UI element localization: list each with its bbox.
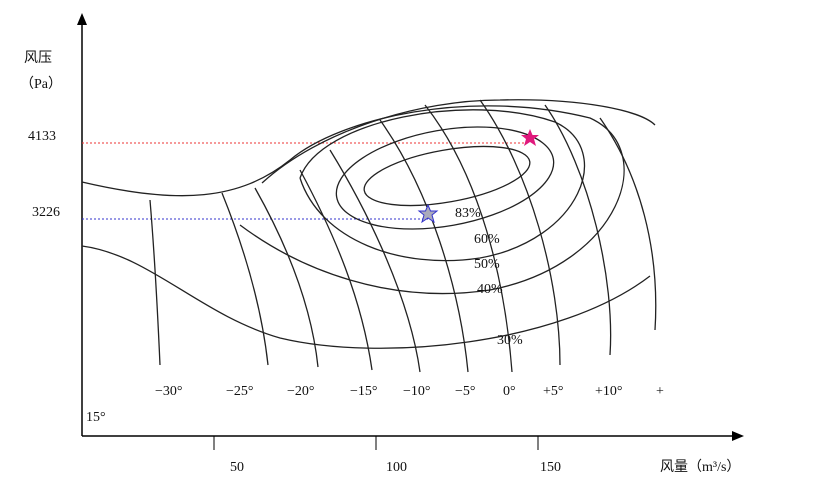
x-tick-label: 50 — [230, 460, 244, 475]
y-arrow — [77, 13, 87, 25]
angle-label: +5° — [543, 384, 564, 399]
angle-label: −15° — [350, 384, 378, 399]
blade-curves — [149, 99, 657, 373]
x-tick-label: 100 — [386, 460, 407, 475]
operating-point — [521, 129, 539, 146]
angle-label: +10° — [595, 384, 623, 399]
operating-point — [417, 203, 439, 224]
y-unit: （Pa） — [20, 76, 62, 92]
x-arrow — [732, 431, 744, 441]
x-title: 风量（m³/s） — [660, 459, 740, 475]
angle-label: 15° — [86, 410, 106, 425]
efficiency-label: 40% — [477, 282, 503, 297]
efficiency-label: 60% — [474, 232, 500, 247]
x-tick-label: 150 — [540, 460, 561, 475]
angle-label: −20° — [287, 384, 315, 399]
efficiency-contours — [81, 99, 656, 349]
angle-label: + — [656, 384, 664, 399]
angle-label: −30° — [155, 384, 183, 399]
y-tick-label: 4133 — [28, 129, 56, 144]
angle-label: −25° — [226, 384, 254, 399]
angle-label: −10° — [403, 384, 431, 399]
y-tick-label: 3226 — [32, 205, 60, 220]
efficiency-label: 30% — [497, 333, 523, 348]
efficiency-label: 50% — [474, 257, 500, 272]
efficiency-label: 83% — [455, 206, 481, 221]
y-title: 风压 — [24, 51, 52, 66]
angle-label: −5° — [455, 384, 476, 399]
angle-label: 0° — [503, 384, 516, 399]
